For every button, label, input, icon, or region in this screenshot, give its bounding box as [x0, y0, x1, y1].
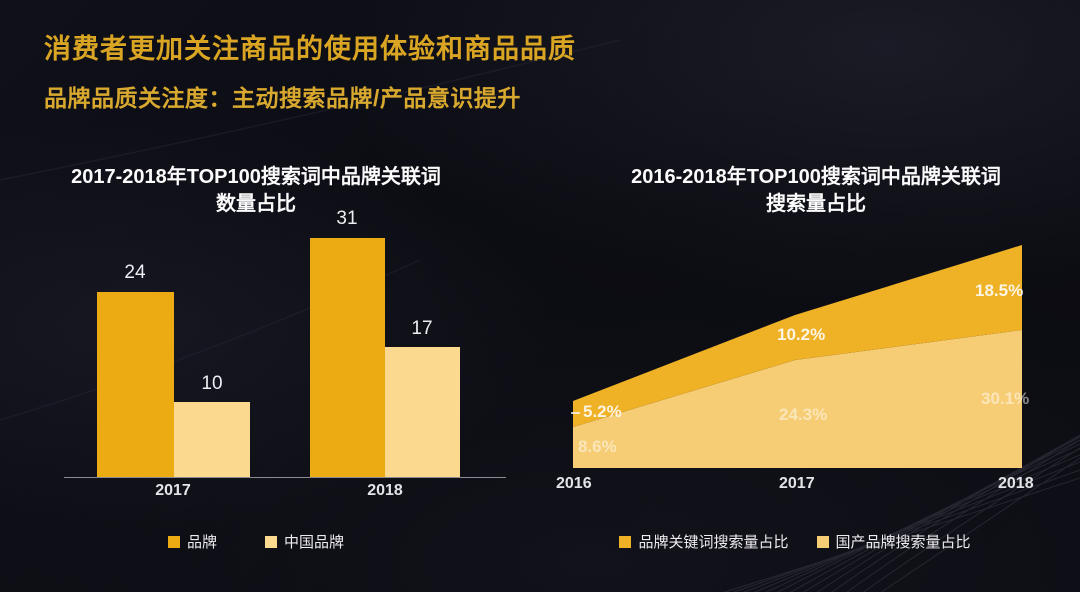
- legend-item-china-brand: 中国品牌: [265, 531, 344, 552]
- area-chart-title-line1: 2016-2018年TOP100搜索词中品牌关联词: [631, 166, 1001, 188]
- area-axis-label-2016: 2016: [556, 475, 592, 492]
- area-axis-label-2018: 2018: [998, 475, 1034, 492]
- bar-axis-label-2017: 2017: [155, 482, 191, 499]
- area-value-label: 8.6%: [578, 437, 617, 456]
- area-chart-title: 2016-2018年TOP100搜索词中品牌关联词 搜索量占比: [600, 164, 1032, 218]
- bar-chart-title: 2017-2018年TOP100搜索词中品牌关联词 数量占比: [40, 164, 472, 218]
- area-value-label: 5.2%: [583, 402, 622, 421]
- bar-axis-label-2018: 2018: [367, 482, 403, 499]
- bar-value-label: 31: [336, 208, 358, 229]
- area-value-label: 30.1%: [981, 389, 1030, 408]
- slide-subtitle: 品牌品质关注度：主动搜索品牌/产品意识提升: [44, 85, 521, 111]
- bar-value-label: 17: [411, 318, 433, 339]
- area-series-domestic-brand: [573, 330, 1022, 468]
- legend-item-domestic-brand: 国产品牌搜索量占比: [816, 531, 971, 552]
- bar-chart-x-axis: [64, 477, 506, 478]
- slide-title: 消费者更加关注商品的使用体验和商品品质: [44, 34, 576, 64]
- bar-chart-title-line1: 2017-2018年TOP100搜索词中品牌关联词: [71, 166, 441, 188]
- area-value-label: 24.3%: [779, 405, 828, 424]
- bar-brand-2018: [310, 238, 385, 477]
- area-chart-plot: [573, 245, 1022, 468]
- bar-chart-title-line2: 数量占比: [216, 193, 296, 215]
- bar-value-label: 24: [124, 262, 146, 283]
- legend-label-brand: 品牌: [186, 534, 217, 551]
- label-leader-dash: [571, 412, 580, 414]
- bar-china-brand-2018: [385, 347, 460, 477]
- legend-swatch-brand-keyword: [619, 535, 632, 548]
- area-axis-label-2017: 2017: [779, 475, 815, 492]
- area-value-label: 18.5%: [975, 281, 1024, 300]
- bar-value-label: 10: [201, 373, 223, 394]
- legend-label-domestic-brand: 国产品牌搜索量占比: [835, 534, 971, 551]
- area-chart-title-line2: 搜索量占比: [766, 193, 866, 215]
- legend-label-brand-keyword: 品牌关键词搜索量占比: [638, 534, 789, 551]
- area-chart-legend: 品牌关键词搜索量占比 国产品牌搜索量占比: [555, 531, 1035, 552]
- area-value-label: 10.2%: [777, 325, 826, 344]
- bar-chart-legend: 品牌 中国品牌: [40, 531, 472, 552]
- legend-item-brand: 品牌: [167, 531, 217, 552]
- legend-swatch-brand: [167, 535, 180, 548]
- legend-swatch-china-brand: [265, 535, 277, 548]
- area-series-brand-keyword: [573, 245, 1022, 427]
- bar-brand-2017: [97, 292, 174, 477]
- legend-swatch-domestic-brand: [816, 535, 829, 548]
- legend-item-brand-keyword: 品牌关键词搜索量占比: [619, 531, 789, 552]
- legend-label-china-brand: 中国品牌: [284, 534, 345, 551]
- bar-china-brand-2017: [174, 402, 250, 477]
